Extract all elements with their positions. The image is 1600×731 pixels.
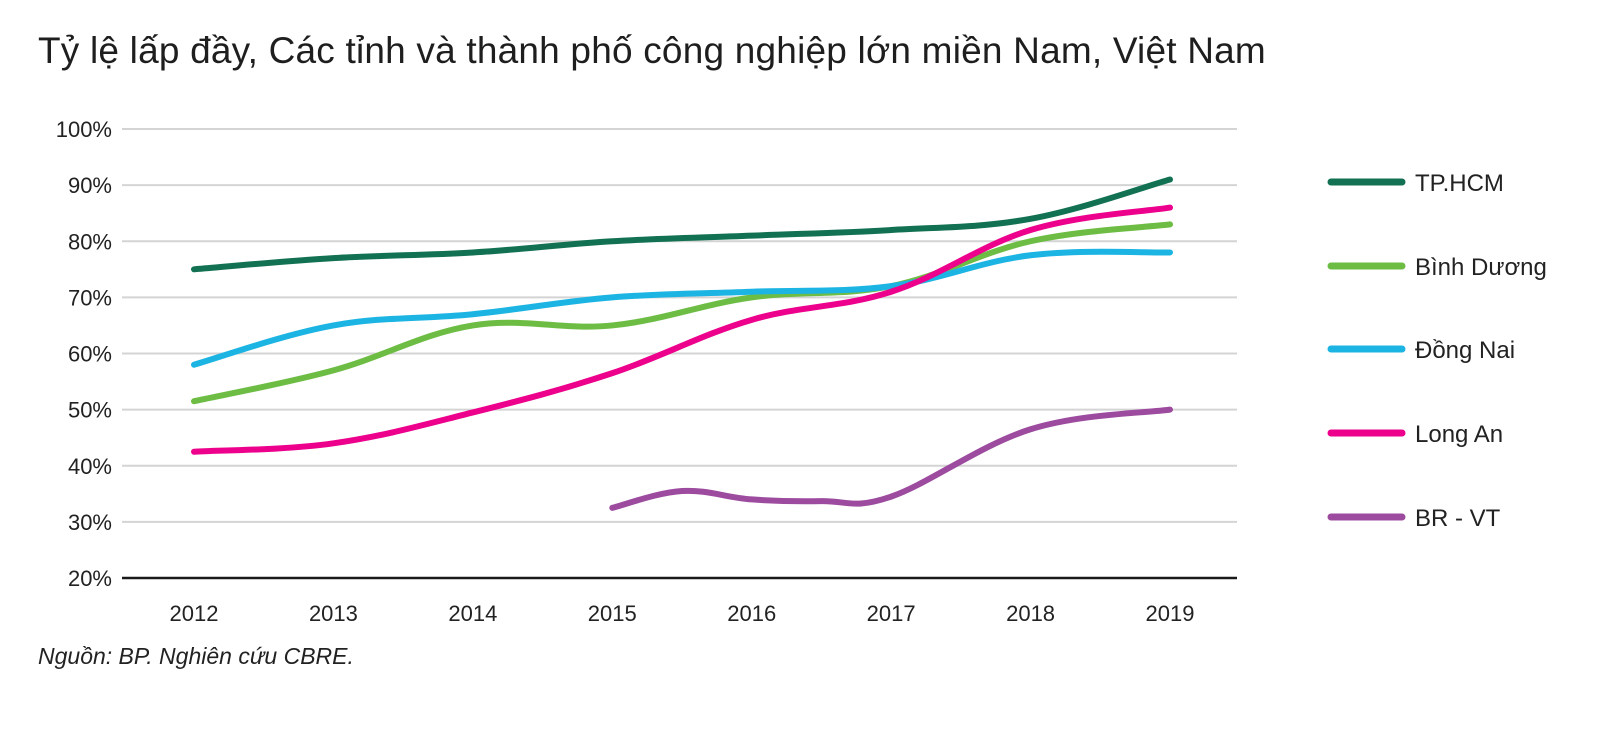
y-tick-label: 100% [56,117,112,142]
series-line-long-an [191,204,1173,455]
source-note: Nguồn: BP. Nghiên cứu CBRE. [38,643,354,669]
y-tick-label: 70% [68,285,112,310]
x-tick-label: 2015 [588,601,637,626]
y-tick-label: 90% [68,173,112,198]
y-tick-label: 50% [68,398,112,423]
y-tick-label: 30% [68,510,112,535]
legend-label-dong-nai: Đồng Nai [1415,337,1515,364]
series-line-dong-nai [191,248,1173,368]
y-tick-label: 20% [68,566,112,591]
legend: TP.HCM Bình Dương Đồng Nai Long An BR - VT [1327,170,1547,532]
x-tick-label: 2013 [309,601,358,626]
y-axis-ticks: 20% 30% 40% 50% 60% 70% 80% 90% 100% [56,117,112,591]
x-tick-label: 2019 [1146,601,1195,626]
x-axis-ticks: 2012 2013 2014 2015 2016 2017 2018 2019 [170,601,1195,626]
series-lines [191,176,1173,511]
x-tick-label: 2014 [448,601,497,626]
series-line-br-vt [609,406,1173,511]
legend-label-binh-duong: Bình Dương [1415,254,1547,281]
x-tick-label: 2012 [170,601,219,626]
y-tick-label: 80% [68,229,112,254]
legend-label-long-an: Long An [1415,421,1503,448]
y-tick-label: 40% [68,454,112,479]
legend-label-br-vt: BR - VT [1415,505,1501,532]
gridlines [122,128,1237,580]
chart-title: Tỷ lệ lấp đầy, Các tỉnh và thành phố côn… [38,30,1266,71]
x-tick-label: 2017 [867,601,916,626]
legend-label-tp-hcm: TP.HCM [1415,170,1504,197]
series-line-tp-hcm [191,176,1173,273]
x-tick-label: 2018 [1006,601,1055,626]
x-tick-label: 2016 [727,601,776,626]
y-tick-label: 60% [68,342,112,367]
series-line-binh-duong [191,221,1173,405]
